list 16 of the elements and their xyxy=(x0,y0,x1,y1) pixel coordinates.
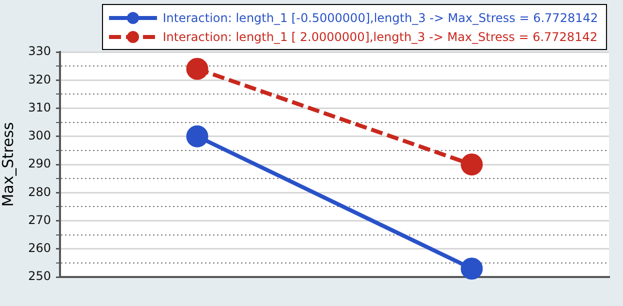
y-tick-label: 310 xyxy=(28,100,51,114)
point xyxy=(186,58,208,80)
y-tick-label: 300 xyxy=(28,128,51,142)
y-tick-label: 330 xyxy=(28,44,51,58)
y-tick-label: 320 xyxy=(28,72,51,86)
legend-label: Interaction: length_1 [ 2.0000000],length_3 -> Max_Stress = 6.7728142 xyxy=(162,30,598,44)
point xyxy=(186,125,208,148)
y-tick-label: 260 xyxy=(28,241,51,255)
y-tick-label: 270 xyxy=(28,212,51,227)
point xyxy=(460,154,483,176)
y-axis-title: Max_Stress xyxy=(0,122,17,207)
y-tick-label: 250 xyxy=(28,269,51,284)
legend-label: Interaction: length_1 [-0.5000000],length_3 -> Max_Stress = 6.7728142 xyxy=(162,10,598,24)
y-tick-label: 290 xyxy=(28,156,51,171)
y-tick-label: 280 xyxy=(28,184,51,199)
point xyxy=(460,258,483,280)
